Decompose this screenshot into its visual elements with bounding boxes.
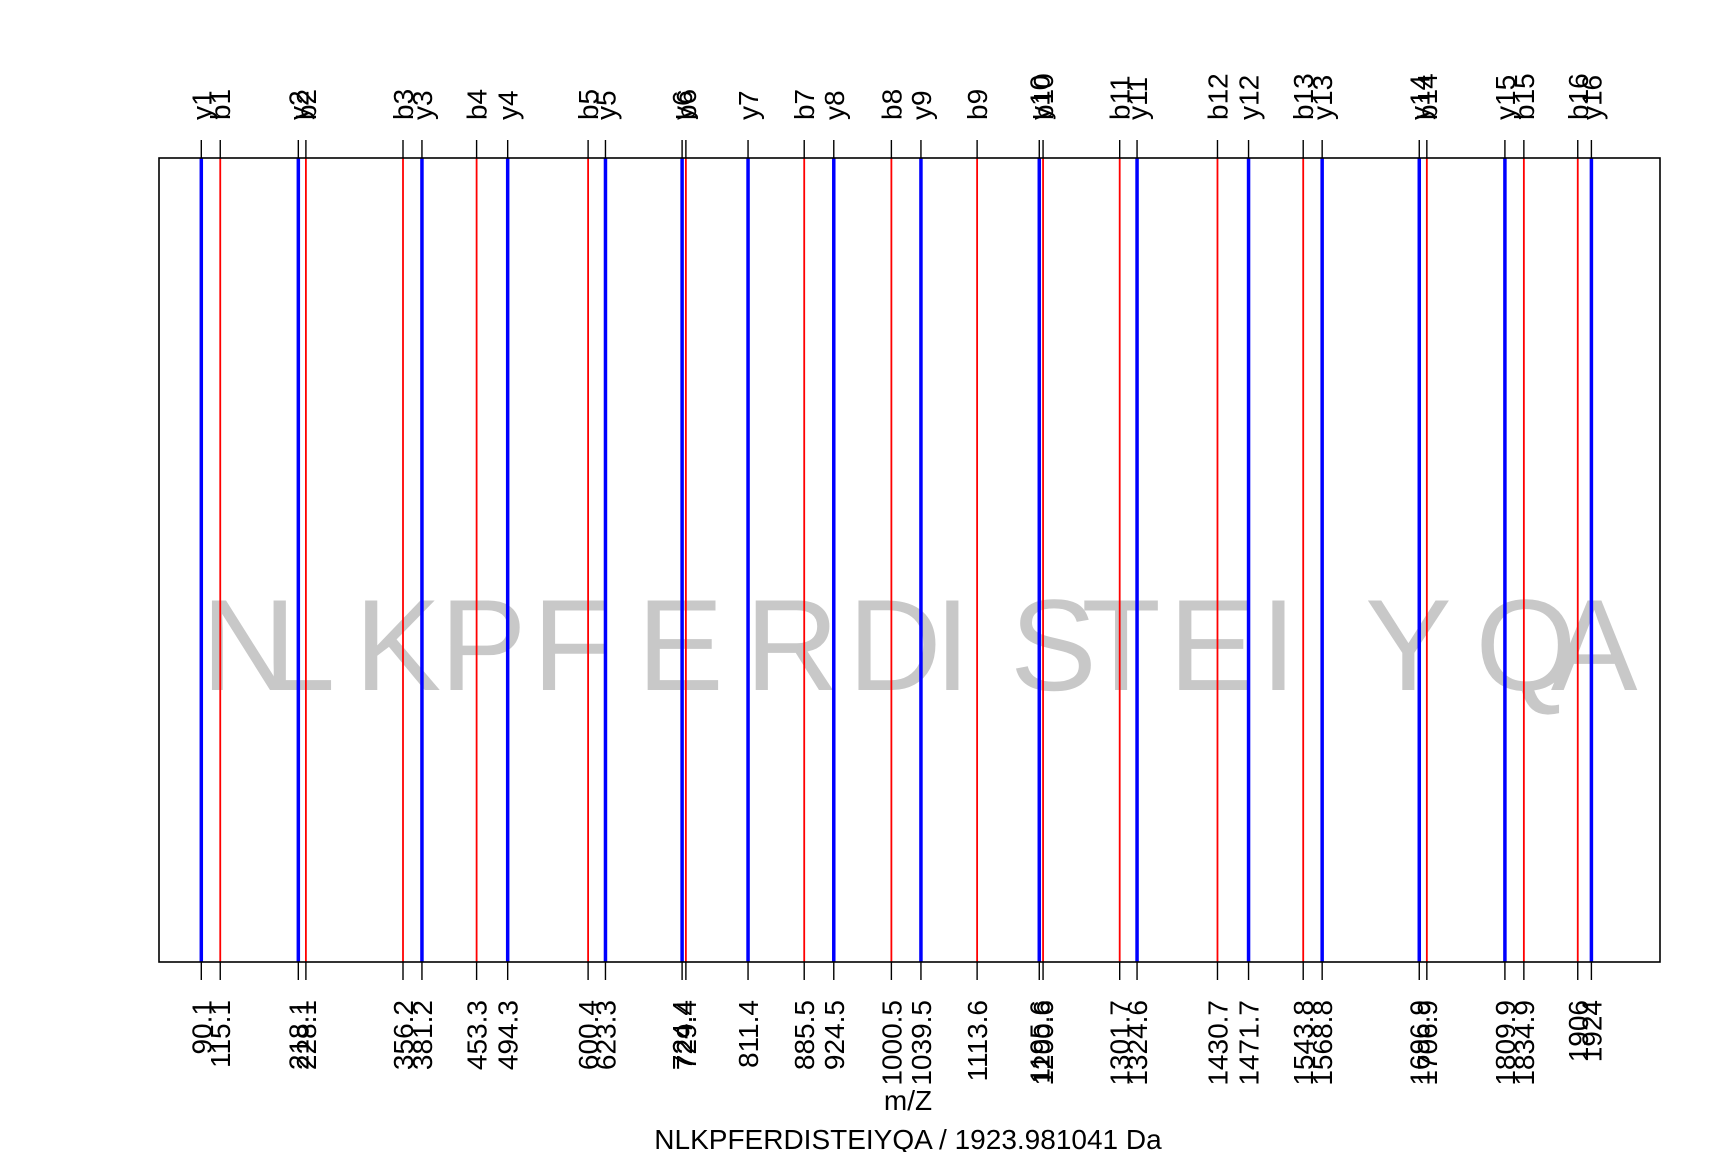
y-ion-label: y7 <box>733 90 764 120</box>
b-ion-label: b13 <box>1288 73 1319 120</box>
residue-letter: Y <box>1365 572 1452 718</box>
b-ion-label: b11 <box>1105 75 1136 120</box>
residue-letter: T <box>1081 572 1160 718</box>
b-mz-label: 1906 <box>1563 1000 1594 1062</box>
y-ion-label: y1 <box>186 90 217 120</box>
y-ion-label: y16 <box>1576 75 1607 120</box>
y-mz-label: 623.3 <box>590 1000 621 1070</box>
b-mz-label: 453.3 <box>462 1000 493 1070</box>
b-mz-label: 115.1 <box>205 1000 236 1068</box>
y-ion-label: y8 <box>819 90 850 120</box>
residue-letter: I <box>1260 572 1296 718</box>
sequence-watermark: NLKPFERDISTEIYQA <box>201 572 1638 718</box>
y-ion-label: y6 <box>667 90 698 120</box>
residue-letter: A <box>1551 572 1638 718</box>
b-mz-label: 729.4 <box>671 1000 702 1070</box>
y-mz-label: 811.4 <box>733 1000 764 1068</box>
y-ion-label: y14 <box>1404 75 1435 120</box>
y-ion-label: y11 <box>1122 77 1153 120</box>
b-ion-label: b1 <box>205 89 236 120</box>
y-mz-label: 724.4 <box>667 1000 698 1070</box>
residue-letter: D <box>848 572 942 718</box>
b-mz-label: 228.1 <box>291 1000 322 1070</box>
residue-letter: R <box>745 572 839 718</box>
y-ion-label: y3 <box>407 90 438 120</box>
y-ion-label: y15 <box>1490 75 1521 120</box>
b-ion-label: b5 <box>573 89 604 120</box>
b-ion-label: b10 <box>1028 73 1059 120</box>
b-ion-label: b14 <box>1412 73 1443 120</box>
residue-letter: F <box>532 572 611 718</box>
b-ion-label: b8 <box>876 89 907 120</box>
b-mz-label: 1113.6 <box>962 1000 993 1081</box>
y-ion-label: y9 <box>906 90 937 120</box>
residue-letter: S <box>1010 572 1097 718</box>
y-mz-label: 1924 <box>1576 1000 1607 1062</box>
residue-letter: I <box>934 572 970 718</box>
y-mz-label: 1039.5 <box>906 1000 937 1086</box>
y-mz-label: 1809.9 <box>1490 1000 1521 1086</box>
b-mz-label: 1200.6 <box>1028 1000 1059 1086</box>
plot-frame <box>158 157 1661 963</box>
ion-labels: b1 b2 b3 b4 b5 b6 b7 b8 b9 b10 b11 b12 b13 b14 b15 b16y… <box>186 73 1607 120</box>
b-mz-label: 885.5 <box>789 1000 820 1070</box>
b-mz-label: 1000.5 <box>876 1000 907 1086</box>
peak-lines <box>199 158 1594 962</box>
y-ion-label: y10 <box>1024 75 1055 120</box>
y-mz-label: 1324.6 <box>1122 1000 1153 1086</box>
b-mz-label: 1543.8 <box>1288 1000 1319 1086</box>
residue-letter: K <box>354 572 441 718</box>
y-ion-label: y2 <box>283 90 314 120</box>
y-ion-label: y4 <box>493 90 524 120</box>
b-mz-label: 600.4 <box>573 1000 604 1070</box>
y-ion-label: y13 <box>1307 75 1338 120</box>
y-mz-label: 218.1 <box>283 1000 314 1070</box>
residue-letter: Q <box>1475 572 1576 718</box>
y-mz-label: 1471.7 <box>1234 1000 1265 1086</box>
b-ion-label: b6 <box>671 89 702 120</box>
b-ion-label: b4 <box>462 89 493 120</box>
b-mz-label: 1430.7 <box>1202 1000 1233 1086</box>
y-mz-label: 924.5 <box>819 1000 850 1070</box>
residue-letter: E <box>1169 572 1256 718</box>
x-axis-label: m/Z <box>884 1085 932 1116</box>
y-mz-label: 494.3 <box>493 1000 524 1070</box>
b-ion-label: b15 <box>1509 73 1540 120</box>
b-mz-label: 356.2 <box>388 1000 419 1070</box>
b-ion-label: b2 <box>291 89 322 120</box>
y-ion-label: y12 <box>1234 75 1265 120</box>
b-ion-label: b9 <box>962 89 993 120</box>
y-mz-label: 1195.6 <box>1024 1000 1055 1084</box>
b-mz-label: 1834.9 <box>1509 1000 1540 1086</box>
tick-marks <box>200 140 1593 980</box>
mz-tick-labels: 115.1 228.1 356.2 453.3 600.4 729.4 885.5 1000.… <box>186 1000 1607 1086</box>
residue-letter: N <box>201 572 295 718</box>
chart-title: NLKPFERDISTEIYQA / 1923.981041 Da <box>654 1124 1162 1152</box>
b-ion-label: b16 <box>1563 73 1594 120</box>
b-mz-label: 1706.9 <box>1412 1000 1443 1086</box>
y-mz-label: 1568.8 <box>1307 1000 1338 1086</box>
b-ion-label: b7 <box>789 89 820 120</box>
y-mz-label: 90.1 <box>186 1000 217 1055</box>
y-mz-label: 381.2 <box>407 1000 438 1070</box>
b-mz-label: 1301.7 <box>1105 1000 1136 1086</box>
residue-letter: P <box>440 572 527 718</box>
y-ion-label: y5 <box>590 90 621 120</box>
b-ion-label: b12 <box>1202 73 1233 120</box>
b-ion-label: b3 <box>388 89 419 120</box>
y-mz-label: 1696.9 <box>1404 1000 1435 1086</box>
